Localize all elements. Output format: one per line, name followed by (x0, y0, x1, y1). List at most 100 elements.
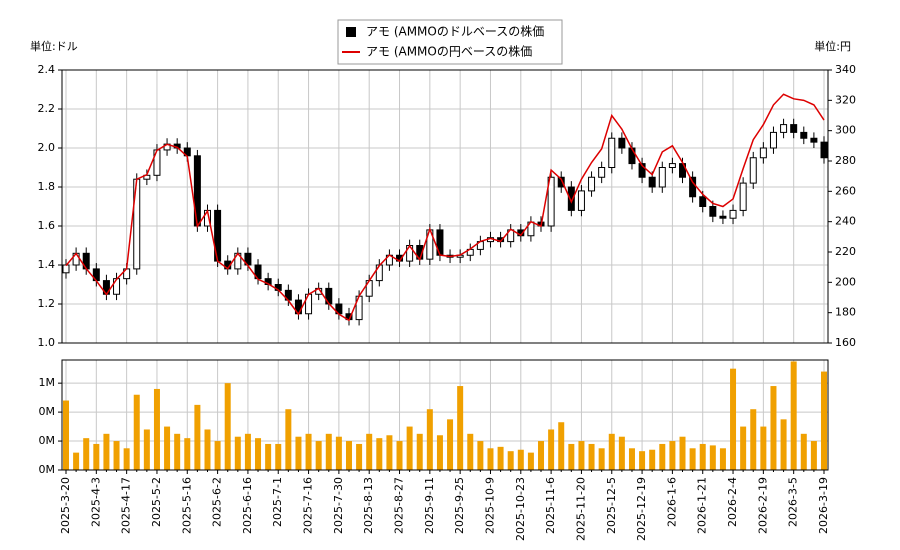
volume-bar (325, 433, 332, 470)
y2-tick-label: 260 (835, 184, 856, 197)
volume-bar (467, 433, 474, 470)
y-axis-label: 単位:ドル (30, 39, 78, 53)
volume-bar (457, 386, 464, 470)
volume-bar (164, 426, 171, 470)
volume-bar (224, 383, 231, 470)
x-tick-label: 2025-12-5 (605, 477, 618, 534)
volume-bar (780, 419, 787, 470)
candle-body (820, 141, 828, 159)
candle-body (628, 147, 636, 165)
volume-bar (345, 441, 352, 470)
y2-tick-label: 200 (835, 275, 856, 288)
y-tick-label: 1.0 (38, 336, 56, 349)
candle-body (658, 167, 666, 188)
legend-label: アモ (AMMOの円ベースの株価 (366, 44, 532, 59)
candle-body (699, 196, 707, 207)
y2-tick-label: 320 (835, 93, 856, 106)
x-tick-label: 2025-7-30 (332, 477, 345, 534)
x-tick-label: 2025-10-9 (483, 477, 496, 534)
x-tick-label: 2025-7-1 (271, 477, 284, 527)
x-tick-label: 2025-6-16 (241, 477, 254, 534)
candle-body (638, 163, 646, 178)
candle-body (759, 147, 767, 159)
y2-tick-label: 240 (835, 215, 856, 228)
volume-bar (416, 433, 423, 470)
candle-body (769, 131, 777, 149)
candle-body (113, 278, 121, 295)
y-tick-label: 1.2 (38, 297, 56, 310)
volume-bar (730, 368, 737, 470)
x-tick-label: 2025-11-20 (574, 477, 587, 541)
candle-body (689, 176, 697, 198)
volume-bar (447, 419, 454, 470)
candle-body (739, 182, 747, 211)
candle-body (577, 190, 585, 211)
y2-tick-label: 340 (835, 63, 856, 76)
volume-bar (750, 409, 757, 470)
volume-bar (760, 426, 767, 470)
volume-bar (598, 448, 605, 470)
candle-body (709, 206, 717, 217)
y-tick-label: 0M (39, 405, 56, 418)
candle-body (719, 215, 727, 219)
candle-body (780, 124, 788, 133)
candle-body (668, 163, 676, 169)
volume-bar (123, 448, 130, 470)
volume-bar (103, 433, 110, 470)
volume-bar (426, 409, 433, 470)
x-tick-label: 2025-5-2 (150, 477, 163, 527)
volume-bar (295, 436, 302, 470)
volume-bar (497, 446, 504, 470)
y2-tick-label: 180 (835, 306, 856, 319)
y2-tick-label: 160 (835, 336, 856, 349)
volume-bar (133, 394, 140, 470)
x-tick-label: 2026-2-4 (726, 477, 739, 527)
candle-body (790, 124, 798, 133)
volume-bar (386, 435, 393, 470)
x-tick-label: 2025-7-16 (302, 477, 315, 534)
y2-axis-label: 単位:円 (814, 39, 851, 53)
volume-bar (305, 433, 312, 470)
x-tick-label: 2025-8-13 (362, 477, 375, 534)
candle-body (375, 264, 383, 282)
candle-body (618, 137, 626, 149)
x-tick-label: 2025-3-20 (59, 477, 72, 534)
volume-bar (517, 449, 524, 470)
y2-tick-label: 220 (835, 245, 856, 258)
x-tick-label: 2025-12-19 (635, 477, 648, 541)
y-tick-label: 2.4 (38, 63, 56, 76)
volume-bar (184, 438, 191, 470)
candle-body (62, 264, 70, 274)
x-tick-label: 2025-9-11 (423, 477, 436, 534)
y-tick-label: 2.2 (38, 102, 56, 115)
x-tick-label: 2025-6-2 (211, 477, 224, 527)
x-tick-label: 2025-4-17 (120, 477, 133, 534)
x-tick-label: 2026-2-19 (756, 477, 769, 534)
volume-bar (153, 388, 160, 470)
volume-bar (204, 429, 211, 470)
plot-frame (61, 69, 829, 344)
volume-bar (406, 426, 413, 470)
candle-body (608, 137, 616, 168)
volume-bar (628, 448, 635, 470)
volume-bar (436, 435, 443, 470)
x-tick-label: 2025-11-6 (544, 477, 557, 534)
volume-bar (143, 429, 150, 470)
y-tick-label: 2.0 (38, 141, 56, 154)
volume-bar (356, 443, 363, 470)
volume-bar (810, 441, 817, 470)
y2-tick-label: 280 (835, 154, 856, 167)
volume-bar (113, 441, 120, 470)
volume-bar (477, 441, 484, 470)
volume-bar (194, 404, 201, 470)
volume-bar (255, 438, 262, 470)
plot-frame (61, 359, 829, 471)
legend-box (337, 19, 563, 65)
y-tick-label: 1.6 (38, 219, 56, 232)
volume-bar (821, 371, 827, 470)
volume-bar (699, 443, 706, 470)
volume-bar (174, 433, 181, 470)
y-tick-label: 1.4 (38, 258, 56, 271)
volume-bar (578, 441, 585, 470)
